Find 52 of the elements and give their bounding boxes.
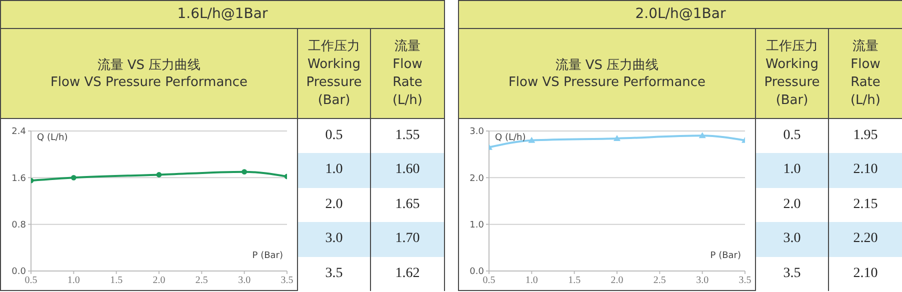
- y-axis-title: Q (L/h): [37, 133, 68, 143]
- x-tick-label: 2.5: [195, 275, 208, 286]
- x-tick-label: 0.5: [482, 275, 496, 286]
- y-tick-label: 1.6: [12, 174, 26, 184]
- text: 2.15: [829, 188, 902, 222]
- text: 0.5: [325, 128, 343, 143]
- chart-subtitle: 流量 VS 压力曲线 Flow VS Pressure Performance: [508, 56, 706, 90]
- y-tick-label: 1.0: [470, 220, 484, 231]
- y-tick-label: 2.0: [470, 174, 484, 184]
- x-tick-label: 2.0: [152, 275, 166, 286]
- text: 1.65: [371, 188, 444, 222]
- x-tick-label: 3.5: [738, 275, 752, 286]
- text: 1.60: [371, 153, 444, 188]
- x-axis-title: P (Bar): [252, 251, 283, 261]
- text: 工作压力 Working Pressure (Bar): [764, 38, 820, 110]
- x-tick-label: 1.0: [525, 275, 538, 286]
- chart-subtitle: 流量 VS 压力曲线 Flow VS Pressure Performance: [50, 56, 248, 90]
- text: 1.70: [371, 222, 444, 257]
- y-tick-label: 2.4: [12, 127, 26, 138]
- text: 1.0: [783, 162, 801, 178]
- x-tick-label: 1.0: [67, 275, 80, 286]
- text: 2.10: [829, 153, 902, 188]
- x-axis-title: P (Bar): [710, 251, 741, 261]
- x-tick-label: 1.5: [110, 275, 123, 286]
- x-tick-label: 2.5: [653, 275, 666, 286]
- text: 3.0: [783, 231, 801, 246]
- x-tick-label: 3.5: [280, 275, 294, 286]
- text: 流量 Flow Rate (L/h): [392, 38, 422, 110]
- y-tick-label: 0.0: [470, 267, 484, 278]
- y-tick-label: 0.0: [12, 267, 26, 278]
- x-tick-label: 2.0: [610, 275, 624, 286]
- x-tick-label: 3.0: [238, 275, 251, 286]
- text: 2.0: [325, 196, 343, 212]
- text: 1.95: [829, 119, 902, 154]
- text: 1.62: [371, 256, 444, 291]
- text: 3.0: [325, 231, 343, 246]
- chart-title: 1.6L/h@1Bar: [1, 1, 444, 29]
- chart-title: 2.0L/h@1Bar: [459, 1, 902, 29]
- y-axis-title: Q (L/h): [495, 133, 526, 143]
- text: 2.20: [829, 222, 902, 257]
- x-tick-label: 3.0: [696, 275, 709, 286]
- x-tick-label: 0.5: [24, 275, 38, 286]
- text: 流量 Flow Rate (L/h): [850, 38, 880, 110]
- x-tick-label: 1.5: [568, 275, 581, 286]
- text: 1.55: [371, 119, 444, 154]
- text: 2.10: [829, 256, 902, 291]
- y-tick-label: 3.0: [470, 127, 484, 138]
- y-tick-label: 0.8: [12, 220, 26, 231]
- text: 1.0: [325, 162, 343, 178]
- text: 工作压力 Working Pressure (Bar): [306, 38, 362, 110]
- text: 2.0: [783, 196, 801, 212]
- text: 0.5: [783, 128, 801, 143]
